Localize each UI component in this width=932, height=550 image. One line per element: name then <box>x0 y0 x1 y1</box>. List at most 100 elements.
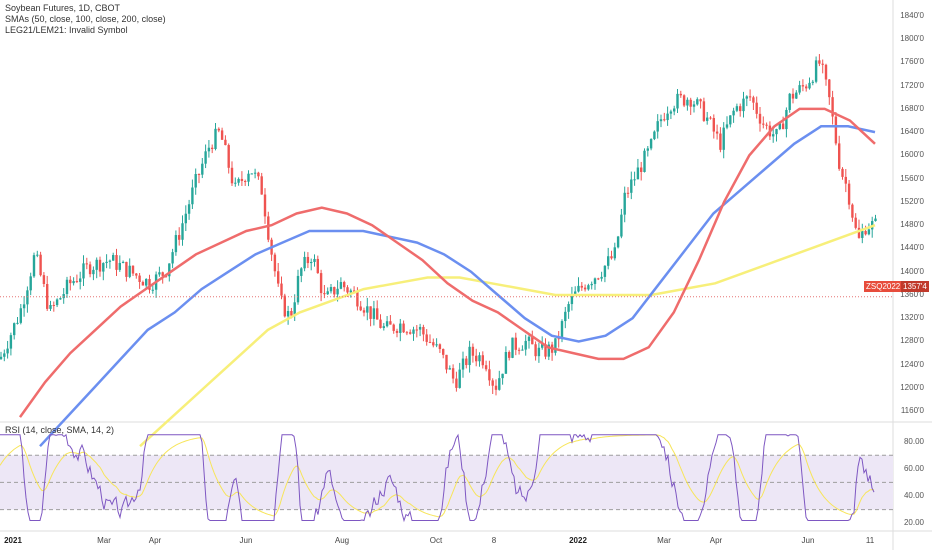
candle-body <box>382 326 385 328</box>
candle-body <box>607 256 610 266</box>
candle-body <box>838 143 841 169</box>
candle-body <box>230 167 234 184</box>
candle-body <box>9 335 13 349</box>
candle-body <box>861 231 864 238</box>
candle-body <box>88 264 92 275</box>
candle-body <box>432 342 435 346</box>
candle-body <box>864 231 867 235</box>
candle-body <box>828 79 831 98</box>
candle-body <box>323 293 326 295</box>
candle-body <box>735 106 739 111</box>
candle-body <box>161 272 164 276</box>
candle-body <box>656 121 659 132</box>
candle-body <box>451 368 455 379</box>
date-tick-label: 11 <box>865 536 875 545</box>
rsi-tick-label: 40.00 <box>903 491 924 500</box>
candle-body <box>692 104 696 107</box>
candle-body <box>531 336 534 345</box>
candle-body <box>286 311 290 317</box>
candle-body <box>395 330 399 333</box>
candle-body <box>92 269 95 275</box>
legend-title: Soybean Futures, 1D, CBOT <box>5 3 121 13</box>
candle-body <box>781 123 785 130</box>
candle-body <box>59 298 62 300</box>
candle-body <box>415 329 418 331</box>
candle-body <box>821 63 824 65</box>
candle-body <box>689 99 692 107</box>
date-tick-label: 2022 <box>569 536 587 545</box>
candle-body <box>257 172 260 177</box>
date-tick-label: Mar <box>657 536 671 545</box>
candle-body <box>399 323 402 333</box>
candle-body <box>16 322 19 324</box>
last-price-symbol-tag: ZSQ2022 <box>864 281 903 292</box>
candle-body <box>847 183 851 205</box>
candle-body <box>448 368 451 370</box>
rsi-ma-line <box>0 434 875 518</box>
candle-body <box>719 133 722 150</box>
candle-body <box>6 348 9 354</box>
candle-body <box>52 304 55 306</box>
candle-body <box>385 321 389 327</box>
candle-body <box>715 131 719 134</box>
candle-body <box>478 355 481 362</box>
candle-body <box>349 290 352 293</box>
candle-body <box>455 378 458 388</box>
candle-body <box>676 93 679 109</box>
candle-body <box>118 262 121 270</box>
candle-body <box>247 173 250 182</box>
candle-body <box>590 283 593 286</box>
candle-body <box>636 167 640 180</box>
candle-body <box>442 349 445 355</box>
candle-body <box>405 332 409 334</box>
candle-body <box>732 110 735 116</box>
candle-body <box>494 385 498 390</box>
candle-body <box>359 306 362 311</box>
candle-body <box>339 282 343 289</box>
candle-body <box>62 294 65 299</box>
candle-body <box>336 288 339 295</box>
candle-body <box>435 344 438 346</box>
candle-body <box>108 260 112 262</box>
candle-body <box>26 290 29 305</box>
candle-body <box>458 369 461 388</box>
sma-100-line <box>39 125 876 448</box>
candle-body <box>85 263 88 265</box>
candle-body <box>145 278 148 286</box>
candle-body <box>0 356 3 359</box>
candle-body <box>867 229 871 235</box>
candle-body <box>65 279 69 295</box>
candle-body <box>508 351 511 358</box>
candle-body <box>544 344 547 357</box>
candle-body <box>666 113 669 121</box>
candle-body <box>854 217 857 228</box>
candle-body <box>98 259 102 272</box>
candle-body <box>319 273 323 294</box>
price-tick-label: 1600'0 <box>900 150 924 160</box>
candle-body <box>739 106 742 112</box>
candle-body <box>42 275 46 285</box>
candle-body <box>105 261 108 264</box>
candle-body <box>633 179 636 181</box>
candle-body <box>616 236 620 248</box>
candle-body <box>653 131 656 140</box>
candle-body <box>224 139 227 146</box>
price-tick-label: 1840'0 <box>900 10 924 20</box>
candle-body <box>138 275 141 282</box>
candle-body <box>135 273 138 276</box>
candle-body <box>240 178 244 182</box>
candle-body <box>36 254 39 256</box>
candle-body <box>346 287 349 293</box>
candle-body <box>343 282 346 288</box>
candle-body <box>187 204 191 214</box>
candle-body <box>148 278 151 290</box>
candle-body <box>468 346 471 366</box>
candle-body <box>765 124 768 126</box>
candle-body <box>329 287 333 292</box>
price-tick-label: 1400'0 <box>900 266 924 276</box>
candle-body <box>293 302 296 316</box>
candle-body <box>537 347 541 357</box>
candle-body <box>805 86 808 89</box>
price-tick-label: 1640'0 <box>900 127 924 137</box>
